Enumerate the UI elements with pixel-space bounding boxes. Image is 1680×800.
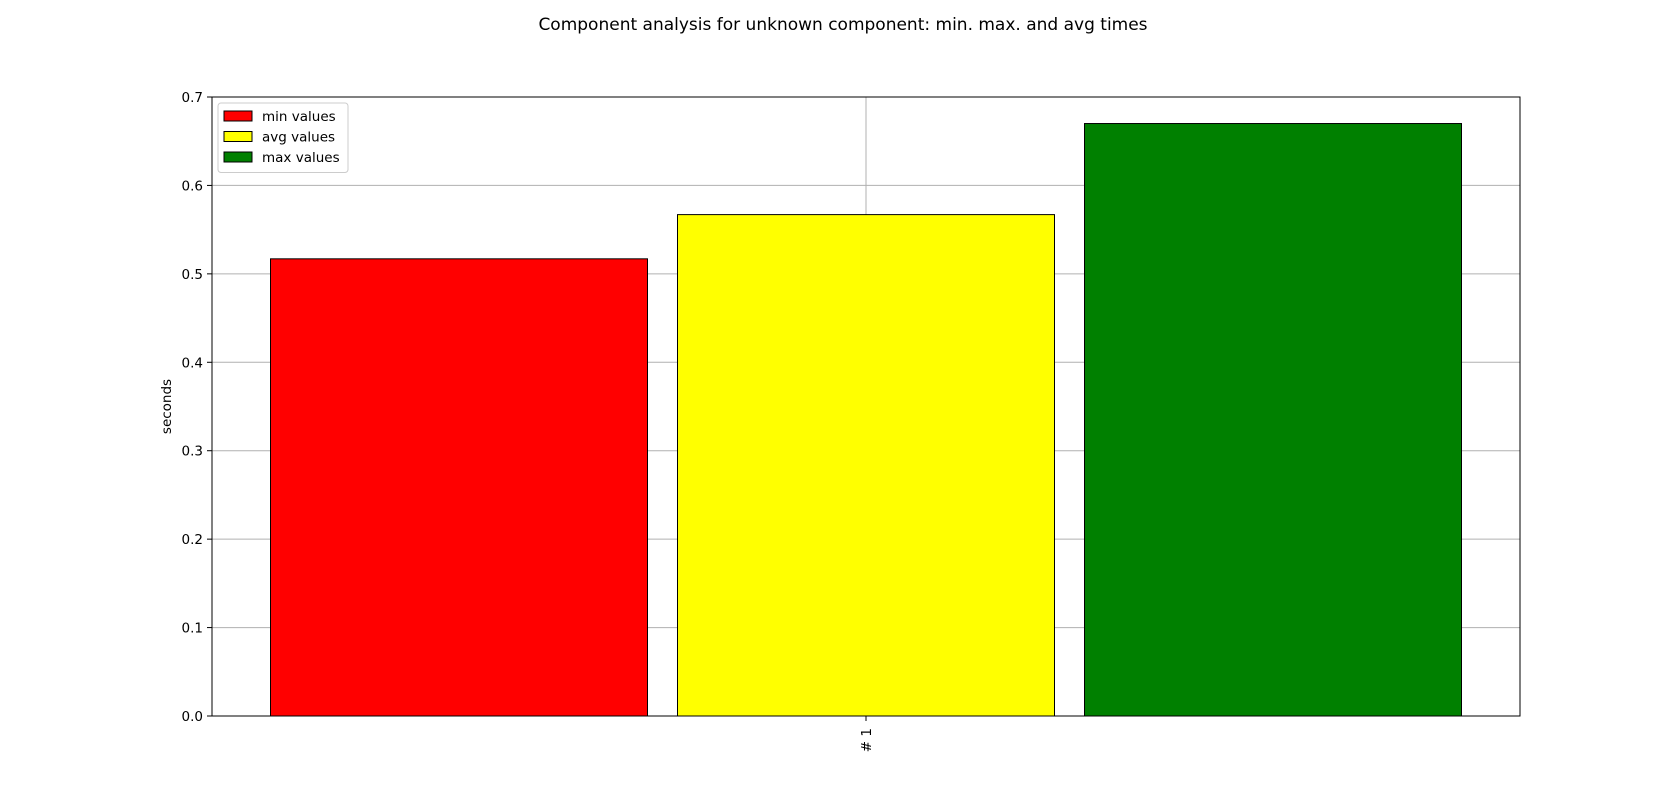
legend: min values avg values max values [217, 102, 349, 173]
y-axis: 0.0 0.1 0.2 0.3 0.4 0.5 0.6 0.7 [182, 90, 212, 725]
y-tick-label: 0.7 [182, 90, 203, 106]
x-tick-label: # 1 [859, 728, 875, 752]
chart-title: Component analysis for unknown component… [538, 15, 1147, 35]
bar-max-values [1084, 123, 1462, 717]
plot-area [211, 96, 1521, 717]
legend-label: avg values [262, 130, 335, 146]
x-axis: # 1 [859, 716, 875, 752]
legend-label: min values [262, 109, 336, 125]
legend-label: max values [262, 150, 340, 166]
bar-avg-values [677, 214, 1055, 717]
y-tick-label: 0.5 [182, 267, 203, 283]
y-tick-label: 0.2 [182, 532, 203, 548]
y-tick-label: 0.1 [182, 621, 203, 637]
y-tick-label: 0.3 [182, 444, 203, 460]
y-tick-label: 0.6 [182, 178, 203, 194]
bar-min-values [270, 258, 648, 717]
y-tick-label: 0.4 [182, 355, 203, 371]
y-axis-label: seconds [159, 379, 175, 434]
y-tick-label: 0.0 [182, 709, 203, 725]
legend-swatch [223, 110, 253, 122]
legend-swatch [223, 131, 253, 142]
bars [270, 123, 1462, 717]
legend-swatch [223, 151, 253, 163]
